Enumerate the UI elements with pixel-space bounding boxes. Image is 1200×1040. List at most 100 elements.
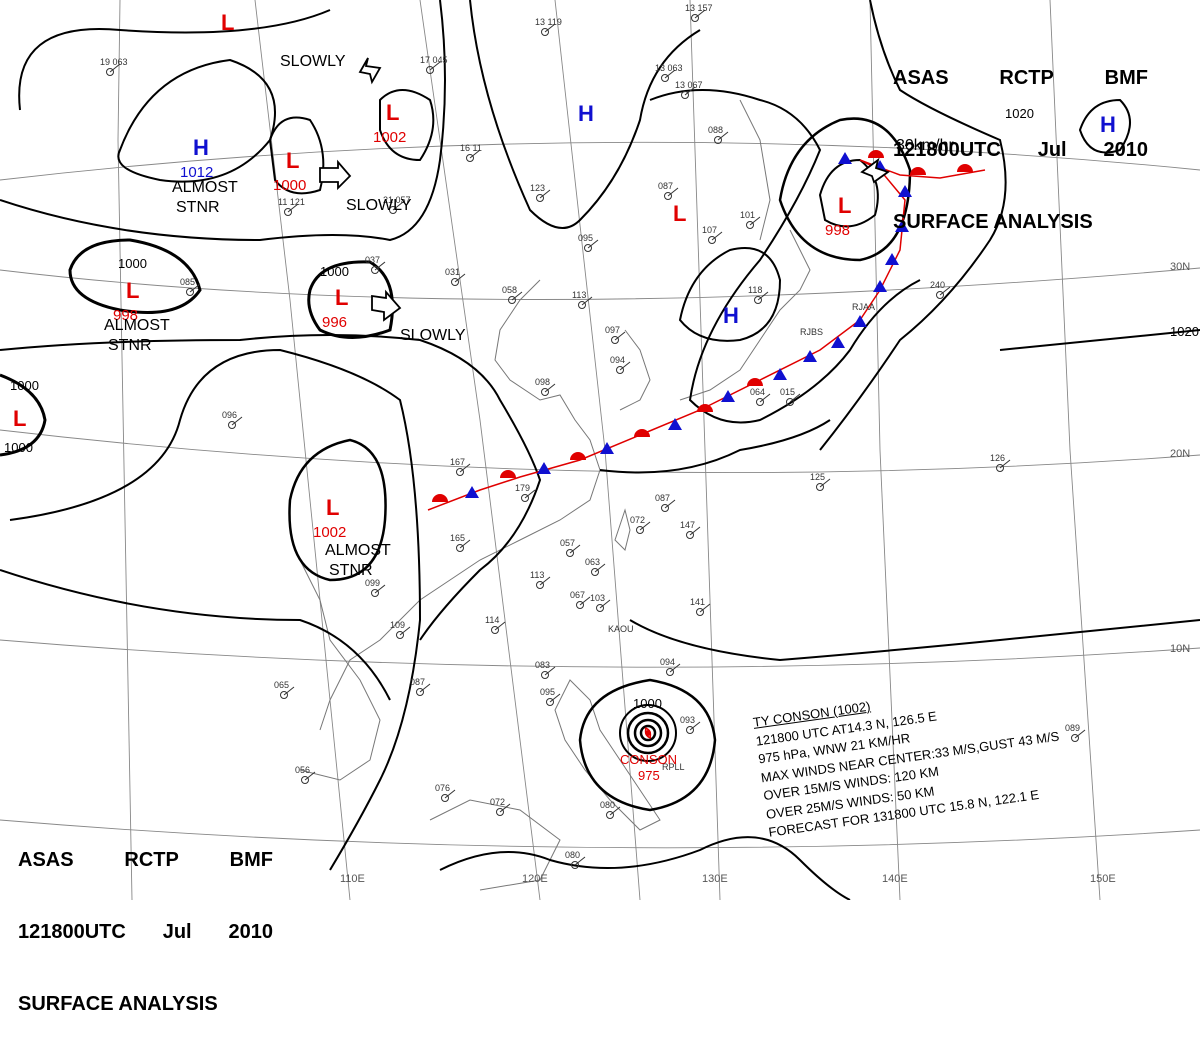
- station-value: 083: [535, 660, 550, 670]
- station-plot: 015: [780, 387, 801, 406]
- isobar-1020-b: [999, 329, 1200, 351]
- station-plot: 056: [295, 765, 316, 784]
- isobar-n1: [18, 9, 331, 111]
- pressure-value: 1000: [273, 177, 306, 194]
- isobar-n3: [268, 116, 325, 195]
- isobar-value-label: 1020: [1005, 106, 1034, 121]
- station-plot: 095: [578, 233, 599, 252]
- station-value: 240: [930, 280, 945, 290]
- cold-front-symbol: [898, 185, 912, 197]
- movement-label: SLOWLY: [280, 53, 346, 70]
- station-plot: 089: [1065, 723, 1086, 742]
- station-value: 076: [435, 783, 450, 793]
- warm-front-symbol: [697, 404, 713, 412]
- station-plot: 096: [222, 410, 243, 429]
- station-plot: 13 157: [685, 3, 713, 22]
- isobar-n4: [379, 89, 435, 162]
- station-plot: 125: [810, 472, 831, 491]
- station-plot: 095: [540, 687, 561, 706]
- station-plot: 067: [570, 590, 591, 609]
- isobar-1020-c: [1078, 98, 1131, 154]
- station-value: 109: [390, 620, 405, 630]
- header-bl-month: Jul: [162, 921, 192, 943]
- meridian-100e: [117, 0, 133, 900]
- low-pressure-marker: L: [673, 201, 686, 226]
- warm-front-symbol: [910, 167, 926, 175]
- station-plot: 087: [655, 493, 676, 512]
- station-plot: 037: [365, 255, 386, 274]
- station-value: 126: [990, 453, 1005, 463]
- station-value: 088: [708, 125, 723, 135]
- longitude-label: 110E: [340, 873, 365, 885]
- latitude-label: 30N: [1170, 261, 1190, 273]
- front-symbols: [432, 150, 973, 502]
- high-pressure-marker: H: [578, 101, 594, 126]
- station-plot: 126: [990, 453, 1011, 472]
- station-value: 031: [445, 267, 460, 277]
- isobar-value-label: 1000: [4, 440, 33, 455]
- station-value: 098: [535, 377, 550, 387]
- header-bl-year: 2010: [228, 921, 274, 943]
- station-value: 037: [365, 255, 380, 265]
- warm-front-symbol: [634, 429, 650, 437]
- isobar-south: [599, 419, 831, 474]
- typhoon-pressure: 975: [638, 768, 660, 783]
- station-value: 16 11: [460, 143, 482, 153]
- weather-map: 19 063 17 045 13 119 13 157 13 063 13 067 16 1…: [0, 0, 1200, 900]
- station-plot: 097: [605, 325, 626, 344]
- coast-china: [319, 279, 601, 731]
- isobar-big: [649, 89, 921, 424]
- station-value: 093: [680, 715, 695, 725]
- station-plot: 109: [390, 620, 411, 639]
- station-plot: 114: [485, 615, 506, 634]
- station-value: 094: [610, 355, 625, 365]
- header-center: RCTP: [999, 67, 1054, 89]
- station-id: KAOU: [608, 624, 634, 634]
- header-bl-title: SURFACE ANALYSIS: [18, 993, 218, 1015]
- movement-arrow-e2: [371, 289, 402, 322]
- cold-front-symbol: [873, 280, 887, 292]
- station-plot: 123: [530, 183, 551, 202]
- station-value: 19 063: [100, 57, 128, 67]
- coast-taiwan: [614, 508, 631, 551]
- header-bl-center: RCTP: [124, 849, 179, 871]
- isobar-mid: [0, 334, 542, 641]
- station-value: 113: [572, 290, 586, 300]
- station-value: 114: [485, 615, 499, 625]
- header-bottom-left: ASAS RCTP BMF 121800UTC Jul 2010 SURFACE…: [18, 800, 273, 1040]
- station-plot: 11 121: [278, 197, 305, 216]
- parallel-10n: [0, 639, 1200, 668]
- station-value: 072: [490, 797, 505, 807]
- high-pressure-marker: H: [193, 135, 209, 160]
- station-value: 096: [222, 410, 237, 420]
- station-value: 125: [810, 472, 825, 482]
- isobar-996: [307, 260, 394, 339]
- station-plot: 16 11: [460, 143, 482, 162]
- pressure-value: 1012: [180, 164, 213, 181]
- station-value: 107: [702, 225, 717, 235]
- station-value: 13 119: [535, 17, 562, 27]
- cold-front-symbol: [600, 442, 614, 454]
- isobar-labels: 1000 1000 1000 1000 1020 1020: [4, 106, 1199, 455]
- isobar-long1: [0, 0, 446, 242]
- coastlines: [299, 99, 811, 891]
- station-plot: 093: [680, 715, 701, 734]
- station-value: 103: [590, 593, 605, 603]
- station-value: 080: [600, 800, 615, 810]
- warm-front-symbol: [570, 452, 586, 460]
- station-value: 17 045: [420, 55, 448, 65]
- station-value: 072: [630, 515, 645, 525]
- station-plot: 21 057: [383, 195, 411, 214]
- low-pressure-marker: L: [838, 193, 851, 218]
- station-plot: 094: [610, 355, 631, 374]
- typhoon-rings: [619, 704, 677, 762]
- station-plot: 083: [535, 660, 556, 679]
- station-value: 064: [750, 387, 765, 397]
- isobar-east: [678, 247, 782, 342]
- station-value: 179: [515, 483, 530, 493]
- warm-front-symbol: [747, 378, 763, 386]
- low-pressure-marker: L: [386, 100, 399, 125]
- station-value: 21 057: [383, 195, 411, 205]
- station-value: 099: [365, 578, 380, 588]
- isobar-low998-inner: [818, 158, 879, 228]
